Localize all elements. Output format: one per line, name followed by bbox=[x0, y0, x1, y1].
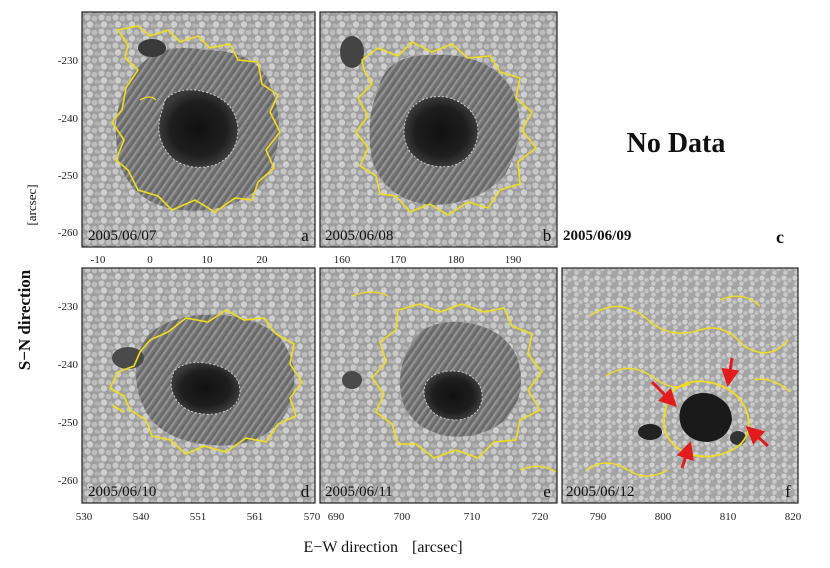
y-tick-label: -230 bbox=[58, 55, 79, 67]
x-tick-label: 160 bbox=[334, 254, 351, 266]
x-tick-label: 20 bbox=[257, 254, 269, 266]
y-tick-label: -230 bbox=[58, 301, 79, 313]
panel-date: 2005/06/12 bbox=[566, 484, 634, 500]
x-tick-label: 800 bbox=[655, 511, 672, 523]
arrow-marker bbox=[676, 441, 694, 469]
panel-date: 2005/06/09 bbox=[563, 228, 631, 244]
panel-f bbox=[561, 267, 799, 504]
panel-labels: 2005/06/07 a 2005/06/08 b 2005/06/09 c 2… bbox=[88, 226, 791, 501]
arrow-marker bbox=[745, 425, 770, 448]
umbra bbox=[679, 393, 732, 442]
contour bbox=[589, 305, 789, 354]
x-tick-label: 570 bbox=[304, 511, 321, 523]
y-tick-label: -260 bbox=[58, 475, 79, 487]
panel-e bbox=[319, 267, 558, 504]
x-tick-label: 540 bbox=[133, 511, 150, 523]
y-ticks: -230 -240 -250 -260 -230 -240 -250 -260 bbox=[58, 55, 79, 487]
x-tick-label: 190 bbox=[505, 254, 522, 266]
x-tick-label: 0 bbox=[147, 254, 153, 266]
contour bbox=[108, 309, 303, 455]
x-tick-label: 810 bbox=[720, 511, 737, 523]
panel-date: 2005/06/07 bbox=[88, 228, 157, 244]
y-axis-label: S−N direction bbox=[15, 269, 34, 370]
panel-letter: f bbox=[785, 482, 791, 501]
x-tick-label: 700 bbox=[394, 511, 411, 523]
panel-c: No Data bbox=[627, 128, 726, 159]
y-axis-title: S−N direction bbox=[15, 269, 34, 370]
contour bbox=[111, 25, 281, 213]
x-ticks-top-row: -10 0 10 20 160 170 180 190 bbox=[91, 254, 522, 266]
x-tick-label: 551 bbox=[190, 511, 207, 523]
x-tick-label: -10 bbox=[91, 254, 106, 266]
arrow-marker bbox=[721, 357, 740, 387]
svg-text:S−N direction: S−N direction bbox=[15, 269, 34, 370]
umbra bbox=[171, 362, 240, 415]
x-tick-label: 10 bbox=[202, 254, 214, 266]
umbra bbox=[158, 89, 238, 168]
panel-date: 2005/06/10 bbox=[88, 484, 156, 500]
x-tick-label: 790 bbox=[590, 511, 607, 523]
y-tick-label: -260 bbox=[58, 227, 79, 239]
panel-letter: b bbox=[543, 226, 552, 245]
contour bbox=[370, 303, 544, 459]
panel-letter: e bbox=[543, 482, 551, 501]
y-tick-label: -250 bbox=[58, 170, 79, 182]
panel-b bbox=[319, 11, 558, 248]
no-data-label: No Data bbox=[627, 128, 726, 159]
y-tick-label: -240 bbox=[58, 359, 79, 371]
panel-date: 2005/06/08 bbox=[325, 228, 393, 244]
umbra bbox=[404, 96, 478, 167]
x-tick-label: 690 bbox=[328, 511, 345, 523]
x-tick-label: 720 bbox=[532, 511, 549, 523]
y-tick-label: -240 bbox=[58, 113, 79, 125]
y-tick-label: -250 bbox=[58, 417, 79, 429]
panel-date: 2005/06/11 bbox=[325, 484, 393, 500]
panel-a bbox=[81, 11, 316, 248]
x-tick-label: 820 bbox=[785, 511, 802, 523]
x-ticks-bottom-row: 530 540 551 561 570 690 700 710 720 790 … bbox=[76, 511, 802, 523]
x-tick-label: 170 bbox=[390, 254, 407, 266]
panel-letter: d bbox=[301, 482, 310, 501]
panel-d bbox=[81, 267, 316, 504]
x-axis-unit: [arcsec] bbox=[412, 539, 463, 556]
x-tick-label: 530 bbox=[76, 511, 93, 523]
arrow-marker bbox=[650, 380, 678, 408]
panel-letter: c bbox=[776, 227, 784, 247]
contour bbox=[355, 41, 538, 216]
y-axis-unit-top: [arcsec] bbox=[24, 184, 39, 225]
x-tick-label: 710 bbox=[464, 511, 481, 523]
x-axis-label: E−W direction bbox=[304, 539, 398, 556]
umbra bbox=[424, 371, 483, 420]
y-axis-unit: [arcsec] bbox=[24, 184, 39, 225]
panel-letter: a bbox=[301, 226, 309, 245]
x-tick-label: 561 bbox=[247, 511, 264, 523]
x-tick-label: 180 bbox=[448, 254, 465, 266]
